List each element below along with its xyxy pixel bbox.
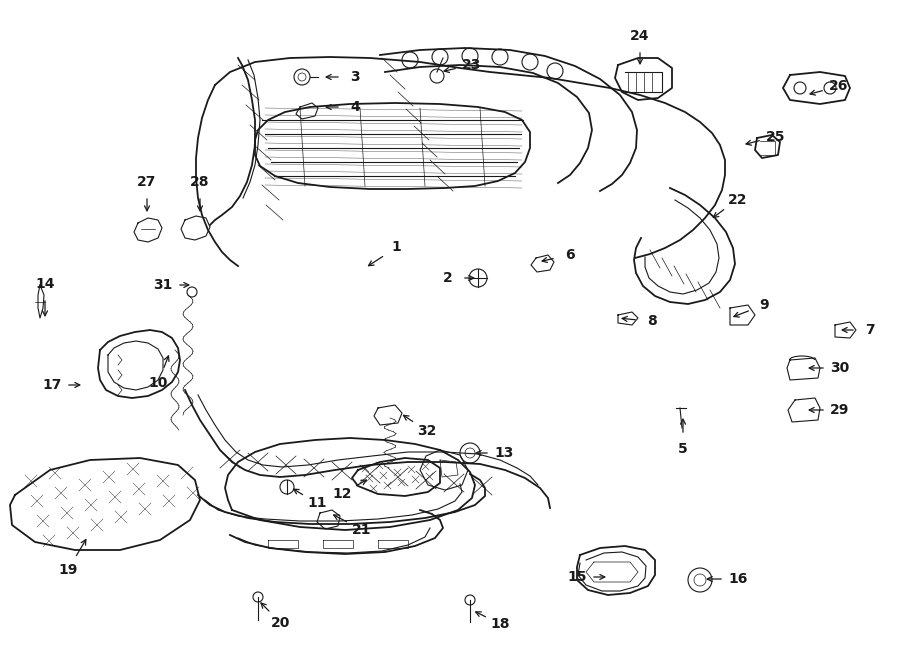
Text: 18: 18 — [491, 617, 510, 631]
Text: 12: 12 — [332, 487, 352, 501]
Text: 30: 30 — [831, 361, 850, 375]
Text: 29: 29 — [831, 403, 850, 417]
Text: 14: 14 — [35, 277, 55, 291]
Text: 23: 23 — [462, 58, 482, 72]
Text: 32: 32 — [417, 424, 436, 438]
Text: 17: 17 — [42, 378, 62, 392]
Text: 11: 11 — [307, 496, 327, 510]
Text: 8: 8 — [647, 315, 657, 329]
Text: 7: 7 — [865, 323, 875, 337]
Text: 13: 13 — [494, 446, 514, 460]
Text: 21: 21 — [352, 522, 371, 537]
Text: 20: 20 — [271, 616, 291, 630]
Text: 22: 22 — [727, 192, 747, 207]
Text: 6: 6 — [565, 248, 574, 262]
Text: 28: 28 — [190, 175, 210, 189]
Text: 9: 9 — [760, 298, 769, 312]
Text: 27: 27 — [138, 175, 157, 189]
Text: 1: 1 — [392, 241, 401, 254]
Text: 24: 24 — [630, 29, 650, 43]
Text: 5: 5 — [678, 442, 688, 456]
Text: 10: 10 — [148, 376, 167, 390]
Text: 25: 25 — [766, 130, 786, 143]
Text: 16: 16 — [728, 572, 748, 586]
Text: 3: 3 — [350, 70, 360, 84]
Text: 2: 2 — [443, 271, 453, 285]
Text: 19: 19 — [58, 563, 77, 577]
Text: 31: 31 — [153, 278, 173, 292]
Text: 15: 15 — [567, 570, 587, 584]
Text: 4: 4 — [350, 100, 360, 114]
Text: 26: 26 — [829, 79, 848, 93]
